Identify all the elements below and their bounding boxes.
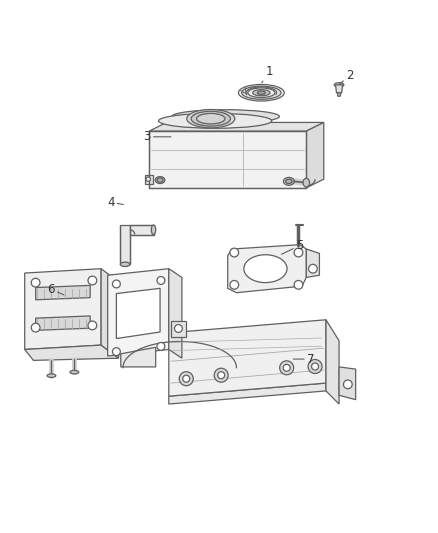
Circle shape — [31, 323, 40, 332]
Polygon shape — [121, 348, 155, 367]
Polygon shape — [339, 367, 356, 400]
Circle shape — [283, 364, 290, 372]
Polygon shape — [169, 383, 326, 404]
Circle shape — [311, 363, 318, 370]
Polygon shape — [149, 123, 324, 131]
Polygon shape — [171, 321, 186, 337]
Polygon shape — [337, 93, 341, 96]
Ellipse shape — [242, 86, 281, 99]
Circle shape — [157, 277, 165, 285]
Circle shape — [174, 325, 182, 333]
Ellipse shape — [244, 255, 287, 282]
Polygon shape — [35, 316, 90, 330]
Ellipse shape — [120, 262, 130, 266]
Circle shape — [218, 372, 225, 379]
Text: 3: 3 — [143, 131, 171, 143]
Circle shape — [146, 177, 150, 181]
Circle shape — [230, 280, 239, 289]
Circle shape — [113, 348, 120, 356]
Polygon shape — [25, 345, 119, 360]
Text: 1: 1 — [262, 65, 273, 83]
Circle shape — [308, 359, 322, 374]
Ellipse shape — [155, 176, 165, 183]
Circle shape — [343, 380, 352, 389]
Polygon shape — [149, 131, 306, 188]
Circle shape — [308, 264, 317, 273]
Polygon shape — [228, 245, 306, 293]
Circle shape — [157, 343, 165, 350]
Polygon shape — [35, 285, 90, 300]
Text: 7: 7 — [293, 352, 314, 366]
Ellipse shape — [253, 90, 270, 96]
Ellipse shape — [159, 114, 272, 128]
Ellipse shape — [157, 178, 163, 182]
Circle shape — [88, 276, 97, 285]
Ellipse shape — [151, 225, 155, 235]
Ellipse shape — [248, 88, 275, 98]
Circle shape — [280, 361, 293, 375]
Text: 6: 6 — [47, 282, 64, 296]
Ellipse shape — [70, 370, 79, 374]
Ellipse shape — [303, 179, 310, 187]
Polygon shape — [120, 225, 130, 264]
Ellipse shape — [286, 179, 292, 183]
Polygon shape — [25, 269, 101, 350]
Circle shape — [179, 372, 193, 386]
Polygon shape — [326, 320, 339, 404]
Circle shape — [31, 278, 40, 287]
Polygon shape — [306, 249, 319, 277]
Polygon shape — [169, 269, 182, 358]
Text: 4: 4 — [107, 196, 124, 209]
Ellipse shape — [334, 83, 344, 87]
Polygon shape — [336, 85, 343, 93]
Text: 5: 5 — [282, 239, 304, 254]
Polygon shape — [117, 288, 160, 338]
Text: 2: 2 — [339, 69, 354, 84]
Ellipse shape — [172, 110, 279, 123]
Polygon shape — [130, 225, 153, 235]
Polygon shape — [108, 269, 169, 356]
Circle shape — [88, 321, 97, 330]
Ellipse shape — [191, 111, 230, 126]
Circle shape — [294, 280, 303, 289]
Polygon shape — [169, 320, 326, 396]
Circle shape — [183, 375, 190, 382]
Ellipse shape — [283, 177, 294, 185]
Ellipse shape — [47, 374, 56, 377]
Ellipse shape — [197, 114, 225, 124]
Ellipse shape — [187, 109, 235, 128]
Circle shape — [294, 248, 303, 257]
Ellipse shape — [258, 91, 265, 94]
Circle shape — [214, 368, 228, 382]
Circle shape — [230, 248, 239, 257]
Polygon shape — [101, 269, 119, 358]
Ellipse shape — [238, 84, 284, 101]
Circle shape — [113, 280, 120, 288]
Polygon shape — [145, 175, 152, 183]
Polygon shape — [306, 123, 324, 188]
